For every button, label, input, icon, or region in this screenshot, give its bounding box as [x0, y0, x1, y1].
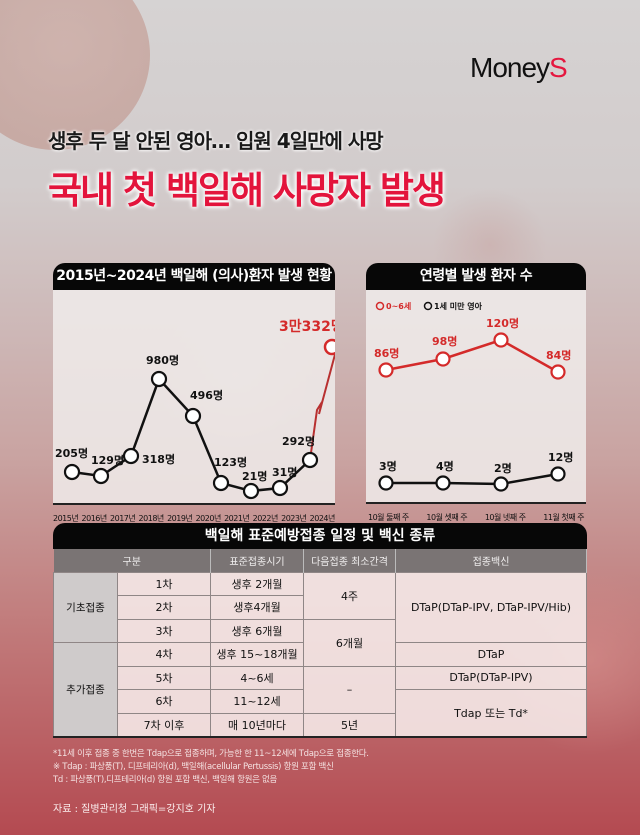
- table-row: 6차 11~12세 Tdap 또는 Td*: [54, 689, 587, 737]
- footnote: ※ Tdap : 파상풍(T), 디프테리아(d), 백일해(acellular…: [53, 762, 334, 772]
- dose-cell: 2차: [117, 595, 211, 620]
- red-label: 86명: [374, 346, 399, 360]
- black-label: 4명: [436, 459, 454, 473]
- interval-cell: –: [303, 665, 396, 714]
- label-2018: 980명: [146, 353, 179, 367]
- black-label: 12명: [548, 450, 573, 464]
- yearly-cases-chart: 2015년~2024년 백일해 (의사)환자 발생 현황 205명 129명 3…: [53, 263, 344, 524]
- chart-plot-area: 0~6세 1세 미만 영아 86명 98명 120명 84명 3명 4명 2명: [366, 290, 586, 504]
- table-row: 7차 이후 매 10년마다 5년: [54, 712, 587, 737]
- yearly-line-chart: 205명 129명 318명 980명 496명 123명 21명 31명 29…: [55, 318, 344, 500]
- label-2023: 292명: [282, 434, 315, 448]
- logo-accent-text: S: [549, 52, 568, 83]
- timing-cell: 생후 6개월: [210, 618, 304, 643]
- logo-main-text: Money: [470, 52, 550, 83]
- label-2015: 205명: [55, 446, 88, 460]
- header-interval: 다음접종 최소간격: [303, 549, 396, 572]
- header-vaccine: 접종백신: [395, 549, 587, 572]
- dose-cell: 7차 이후: [117, 712, 211, 737]
- red-label: 98명: [432, 334, 457, 348]
- header-category: 구분: [53, 549, 211, 572]
- label-2021: 21명: [242, 469, 267, 483]
- label-2017: 318명: [142, 452, 175, 466]
- table-row: 추가접종 4차 생후 15~18개월 DTaP: [53, 642, 587, 737]
- red-label: 120명: [486, 316, 519, 330]
- x-label: 2020년: [195, 514, 222, 523]
- legend-red-label: 0~6세: [386, 301, 411, 311]
- vaccine-cell: DTaP(DTaP-IPV): [395, 665, 587, 690]
- dose-cell: 1차: [117, 571, 211, 596]
- label-2016: 129명: [91, 453, 124, 467]
- table-header-row: 구분 표준접종시기 다음접종 최소간격 접종백신: [53, 549, 587, 572]
- x-label: 10월 둘째 주: [368, 513, 409, 522]
- chart-plot-area: 205명 129명 318명 980명 496명 123명 21명 31명 29…: [53, 290, 344, 505]
- table-row: 2차 생후4개월: [54, 595, 587, 620]
- black-label: 2명: [494, 461, 512, 475]
- footnotes: *11세 이후 접종 중 한번은 Tdap으로 접종하며, 가능한 한 11~1…: [53, 748, 369, 787]
- x-label: 11월 첫째 주: [543, 513, 584, 522]
- headline-subtitle: 생후 두 달 안된 영아… 입원 4일만에 사망: [48, 129, 384, 153]
- vaccine-cell: DTaP: [395, 642, 587, 667]
- x-label: 2018년: [138, 514, 165, 523]
- dose-cell: 5차: [117, 665, 211, 690]
- group-booster: 추가접종: [53, 642, 118, 737]
- group-primary: 기초접종: [53, 571, 118, 643]
- age-line-chart: 0~6세 1세 미만 영아 86명 98명 120명 84명 3명 4명 2명: [374, 301, 573, 492]
- x-label: 2019년: [167, 514, 193, 523]
- table-row: 기초접종 1차 생후 2개월 4주 DTaP(DTaP-IPV, DTaP-IP…: [53, 571, 587, 643]
- x-label: 2016년: [81, 514, 108, 523]
- legend-red-marker-icon: [375, 301, 385, 311]
- timing-cell: 생후4개월: [210, 595, 304, 620]
- source-credit: 자료 : 질병관리청 그래픽=강지호 기자: [53, 804, 216, 815]
- footnote: *11세 이후 접종 중 한번은 Tdap으로 접종하며, 가능한 한 11~1…: [53, 749, 369, 759]
- timing-cell: 생후 15~18개월: [210, 642, 304, 667]
- x-label: 2017년: [110, 514, 136, 523]
- x-axis-labels: 10월 둘째 주 10월 셋째 주 10월 넷째 주 11월 첫째 주: [366, 512, 586, 523]
- x-label: 10월 넷째 주: [484, 513, 526, 522]
- timing-cell: 매 10년마다: [210, 712, 304, 737]
- label-2020: 123명: [214, 455, 247, 469]
- x-label: 10월 셋째 주: [426, 513, 468, 522]
- chart-title: 연령별 발생 환자 수: [366, 263, 586, 290]
- label-2019: 496명: [190, 388, 223, 402]
- x-axis-labels: 2015년 2016년 2017년 2018년 2019년 2020년 2021…: [53, 513, 335, 524]
- dose-cell: 4차: [117, 642, 211, 667]
- brand-logo: MoneyS: [470, 52, 568, 84]
- timing-cell: 11~12세: [210, 689, 304, 714]
- table-title: 백일해 표준예방접종 일정 및 백신 종류: [53, 523, 587, 549]
- interval-cell: 5년: [303, 712, 396, 737]
- x-label: 2023년: [281, 514, 307, 523]
- vaccine-cell: DTaP(DTaP-IPV, DTaP-IPV/Hib): [395, 571, 587, 643]
- timing-cell: 생후 2개월: [210, 571, 304, 596]
- footnote: Td : 파상풍(T),디프테리아(d) 항원 포함 백신, 백일해 항원은 없…: [53, 775, 278, 785]
- label-2022: 31명: [272, 465, 297, 479]
- red-label: 84명: [546, 348, 571, 362]
- timing-cell: 4~6세: [210, 665, 304, 690]
- x-label: 2024년: [309, 514, 336, 523]
- headline-title: 국내 첫 백일해 사망자 발생: [48, 169, 446, 212]
- age-group-chart: 연령별 발생 환자 수 0~6세 1세 미만 영아 86명 98명 120명 8…: [366, 263, 586, 523]
- dose-cell: 6차: [117, 689, 211, 714]
- x-label: 2022년: [252, 514, 279, 523]
- black-label: 3명: [379, 459, 397, 473]
- vaccine-cell: Tdap 또는 Td*: [395, 689, 587, 737]
- chart-title: 2015년~2024년 백일해 (의사)환자 발생 현황: [53, 263, 335, 290]
- vaccination-schedule-table: 백일해 표준예방접종 일정 및 백신 종류 구분 표준접종시기 다음접종 최소간…: [53, 523, 587, 738]
- header-timing: 표준접종시기: [210, 549, 304, 572]
- legend-black-marker-icon: [423, 301, 433, 311]
- label-2024: 3만332명: [279, 318, 335, 335]
- x-label: 2021년: [224, 514, 250, 523]
- dose-cell: 3차: [117, 618, 211, 643]
- table-row: 5차 4~6세 – DTaP(DTaP-IPV): [54, 665, 587, 714]
- x-label: 2015년: [53, 514, 79, 523]
- legend-black-label: 1세 미만 영아: [434, 301, 483, 311]
- interval-cell: 6개월: [303, 618, 396, 667]
- interval-cell: 4주: [303, 571, 396, 620]
